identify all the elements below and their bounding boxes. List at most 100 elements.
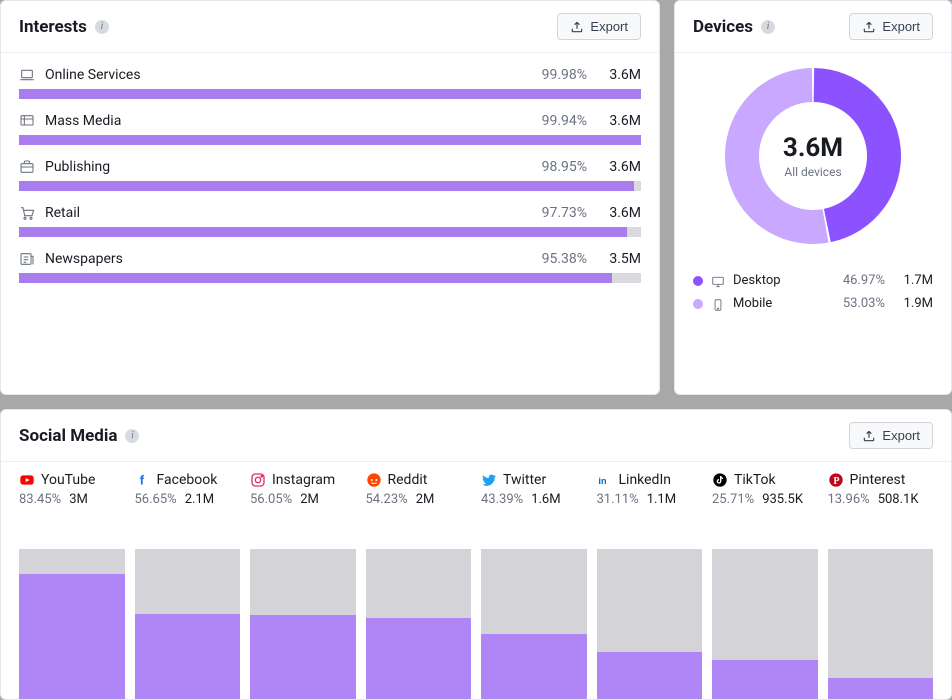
social-bar-fill xyxy=(19,574,125,699)
social-percent: 31.11% xyxy=(597,492,639,507)
social-column: Instagram 56.05% 2M xyxy=(250,472,356,699)
social-bar-track xyxy=(597,549,703,699)
export-label: Export xyxy=(590,19,628,34)
social-percent: 13.96% xyxy=(828,492,870,507)
social-label: TikTok xyxy=(734,472,776,488)
info-icon[interactable]: i xyxy=(761,20,775,34)
interest-bar-track xyxy=(19,227,641,237)
social-column: Twitter 43.39% 1.6M xyxy=(481,472,587,699)
social-column: YouTube 83.45% 3M xyxy=(19,472,125,699)
interest-bar-track xyxy=(19,273,641,283)
svg-text:in: in xyxy=(598,476,607,486)
devices-title: Devices xyxy=(693,17,753,37)
social-bar-track xyxy=(19,549,125,699)
export-icon xyxy=(570,20,584,34)
social-header: Social Media i Export xyxy=(1,410,951,462)
reddit-icon xyxy=(366,472,382,488)
youtube-icon xyxy=(19,472,35,488)
social-bar-track xyxy=(828,549,934,699)
legend-percent: 53.03% xyxy=(829,296,885,311)
social-bar-track xyxy=(250,549,356,699)
social-bar-fill xyxy=(828,678,934,699)
interest-label: Publishing xyxy=(45,159,519,175)
social-count: 1.1M xyxy=(647,492,676,507)
social-count: 2M xyxy=(416,492,435,507)
legend-label: Mobile xyxy=(733,296,821,311)
devices-panel: Devices i Export 3.6M All devices Deskto… xyxy=(674,0,952,395)
interest-bar-fill xyxy=(19,273,612,283)
interest-row: Retail 97.73% 3.6M xyxy=(19,205,641,237)
devices-body: 3.6M All devices Desktop 46.97% 1.7M Mob… xyxy=(675,53,951,394)
social-bar-track xyxy=(712,549,818,699)
legend-count: 1.9M xyxy=(893,296,933,311)
social-count: 2M xyxy=(300,492,319,507)
interest-percent: 97.73% xyxy=(529,205,587,221)
export-button[interactable]: Export xyxy=(557,13,641,40)
interest-bar-fill xyxy=(19,181,634,191)
interest-percent: 98.95% xyxy=(529,159,587,175)
interest-bar-track xyxy=(19,181,641,191)
interest-bar-track xyxy=(19,89,641,99)
social-label: LinkedIn xyxy=(619,472,672,488)
interest-count: 3.6M xyxy=(597,205,641,221)
interest-count: 3.6M xyxy=(597,113,641,129)
social-column: f Facebook 56.65% 2.1M xyxy=(135,472,241,699)
interest-row: Online Services 99.98% 3.6M xyxy=(19,67,641,99)
svg-text:P: P xyxy=(833,476,839,487)
legend-swatch xyxy=(693,299,703,309)
interest-percent: 99.98% xyxy=(529,67,587,83)
social-label: Facebook xyxy=(157,472,218,488)
legend-percent: 46.97% xyxy=(829,273,885,288)
devices-legend: Desktop 46.97% 1.7M Mobile 53.03% 1.9M xyxy=(693,269,933,315)
desktop-icon xyxy=(711,274,725,288)
export-button[interactable]: Export xyxy=(849,422,933,449)
export-icon xyxy=(862,20,876,34)
interest-bar-track xyxy=(19,135,641,145)
social-bar-fill xyxy=(481,634,587,699)
interest-label: Retail xyxy=(45,205,519,221)
interest-count: 3.6M xyxy=(597,159,641,175)
social-percent: 83.45% xyxy=(19,492,61,507)
social-bar-track xyxy=(135,549,241,699)
social-title: Social Media xyxy=(19,426,117,446)
social-media-panel: Social Media i Export YouTube 83.45% 3M xyxy=(0,409,952,700)
legend-row: Desktop 46.97% 1.7M xyxy=(693,269,933,292)
interest-count: 3.5M xyxy=(597,251,641,267)
svg-text:f: f xyxy=(139,473,144,488)
twitter-icon xyxy=(481,472,497,488)
interest-row: Mass Media 99.94% 3.6M xyxy=(19,113,641,145)
facebook-icon: f xyxy=(135,472,151,488)
social-bar-track xyxy=(481,549,587,699)
interests-header: Interests i Export xyxy=(1,1,659,53)
interests-list: Online Services 99.98% 3.6M Mass Media 9… xyxy=(1,53,659,394)
social-column: P Pinterest 13.96% 508.1K xyxy=(828,472,934,699)
laptop-icon xyxy=(19,67,35,83)
export-button[interactable]: Export xyxy=(849,13,933,40)
legend-count: 1.7M xyxy=(893,273,933,288)
social-grid: YouTube 83.45% 3M f Facebook 56.65% 2.1M xyxy=(1,462,951,699)
interest-label: Mass Media xyxy=(45,113,519,129)
social-bar-fill xyxy=(250,615,356,699)
info-icon[interactable]: i xyxy=(95,20,109,34)
social-percent: 56.65% xyxy=(135,492,177,507)
export-label: Export xyxy=(882,428,920,443)
legend-swatch xyxy=(693,276,703,286)
export-icon xyxy=(862,429,876,443)
devices-header: Devices i Export xyxy=(675,1,951,53)
interests-panel: Interests i Export Online Services 99.98… xyxy=(0,0,660,395)
social-label: Pinterest xyxy=(850,472,906,488)
interest-label: Online Services xyxy=(45,67,519,83)
interest-bar-fill xyxy=(19,89,641,99)
social-count: 1.6M xyxy=(531,492,560,507)
interest-bar-fill xyxy=(19,227,627,237)
interest-row: Publishing 98.95% 3.6M xyxy=(19,159,641,191)
social-bar-fill xyxy=(597,652,703,699)
social-column: in LinkedIn 31.11% 1.1M xyxy=(597,472,703,699)
interest-bar-fill xyxy=(19,135,641,145)
social-bar-fill xyxy=(712,660,818,699)
devices-donut-chart: 3.6M All devices xyxy=(718,61,908,251)
legend-label: Desktop xyxy=(733,273,821,288)
info-icon[interactable]: i xyxy=(125,429,139,443)
social-count: 2.1M xyxy=(185,492,214,507)
social-percent: 54.23% xyxy=(366,492,408,507)
